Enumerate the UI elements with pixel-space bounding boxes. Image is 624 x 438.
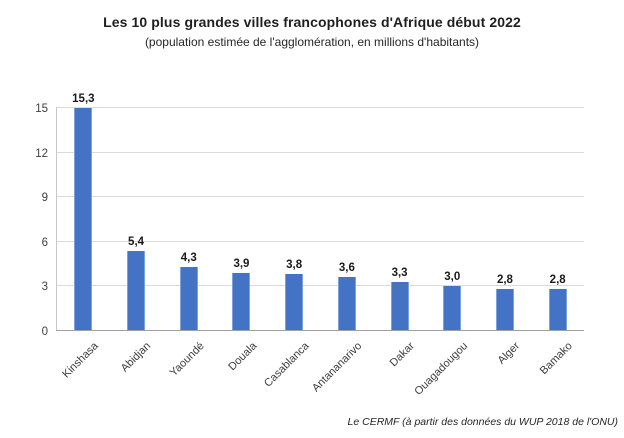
chart-source-caption: Le CERMF (à partir des données du WUP 20…: [347, 416, 618, 428]
y-tick-label: 12: [35, 147, 48, 160]
bar-value-label: 15,3: [72, 93, 95, 105]
x-tick-label: Kinshasa: [60, 340, 101, 381]
y-tick-label: 0: [41, 326, 48, 338]
chart-title: Les 10 plus grandes villes francophones …: [103, 14, 521, 30]
bar: [285, 274, 304, 331]
chart-subtitle: (population estimée de l'agglomération, …: [144, 35, 480, 49]
bar-value-label: 2,8: [549, 274, 566, 287]
y-tick-label: 6: [41, 236, 48, 249]
bar-slot: 4,3: [162, 93, 215, 331]
bar-value-label: 3,8: [286, 259, 303, 272]
gridline: [57, 196, 584, 198]
bar-slot: 3,8: [268, 93, 321, 331]
bar: [232, 273, 251, 331]
gridline: [57, 285, 584, 287]
x-tick-label: Ouagadougou: [411, 340, 470, 398]
x-tick-label: Casablanca: [262, 340, 312, 390]
x-tick-label: Antananarivo: [310, 340, 365, 395]
bar-slot: 3,0: [426, 93, 479, 331]
x-axis-line: [56, 330, 584, 331]
y-tick-label: 9: [41, 192, 48, 205]
bar-value-label: 3,9: [233, 258, 250, 270]
bar: [443, 286, 462, 331]
bar-value-label: 2,8: [496, 274, 513, 287]
bar: [74, 108, 93, 331]
bar-value-label: 3,3: [391, 266, 408, 279]
bar-series: 15,3 5,4 4,3 3,9 3,8 3,6 3,3 3,0 2,8 2,8: [57, 93, 584, 331]
bar: [495, 289, 514, 331]
x-tick-label: Douala: [225, 340, 259, 374]
bar: [127, 250, 146, 331]
x-tick-label: Yaoundé: [167, 340, 207, 380]
x-tick-label: Alger: [495, 340, 523, 367]
bar: [548, 289, 567, 331]
bar-value-label: 4,3: [180, 252, 197, 265]
gridline: [57, 106, 584, 108]
bar-slot: 2,8: [479, 93, 532, 331]
x-tick-label: Bamako: [538, 340, 576, 378]
x-tick-label: Dakar: [387, 340, 418, 370]
bar: [179, 267, 198, 331]
bar-value-label: 5,4: [128, 235, 145, 248]
bar: [390, 281, 409, 331]
bar-slot: 2,8: [531, 93, 584, 331]
x-axis: Kinshasa Abidjan Yaoundé Douala Casablanca An…: [57, 331, 584, 401]
bar: [337, 277, 356, 331]
bar-slot: 5,4: [110, 93, 163, 331]
y-tick-label: 3: [41, 281, 48, 294]
bar-slot: 3,3: [373, 93, 426, 331]
gridline: [57, 240, 584, 242]
bar-slot: 3,9: [215, 93, 268, 331]
gridline: [57, 151, 584, 153]
y-axis-line: [56, 107, 57, 331]
y-axis: 0 3 6 9 12 15: [0, 93, 48, 338]
bar-value-label: 3,0: [444, 271, 461, 284]
bar-slot: 3,6: [321, 93, 374, 331]
bar-value-label: 3,6: [338, 262, 355, 275]
x-tick-label: Abidjan: [119, 340, 154, 375]
plot-area: 15,3 5,4 4,3 3,9 3,8 3,6 3,3 3,0 2,8 2,8: [56, 93, 584, 331]
y-tick-label: 15: [35, 102, 48, 115]
bar-slot: 15,3: [57, 93, 110, 331]
